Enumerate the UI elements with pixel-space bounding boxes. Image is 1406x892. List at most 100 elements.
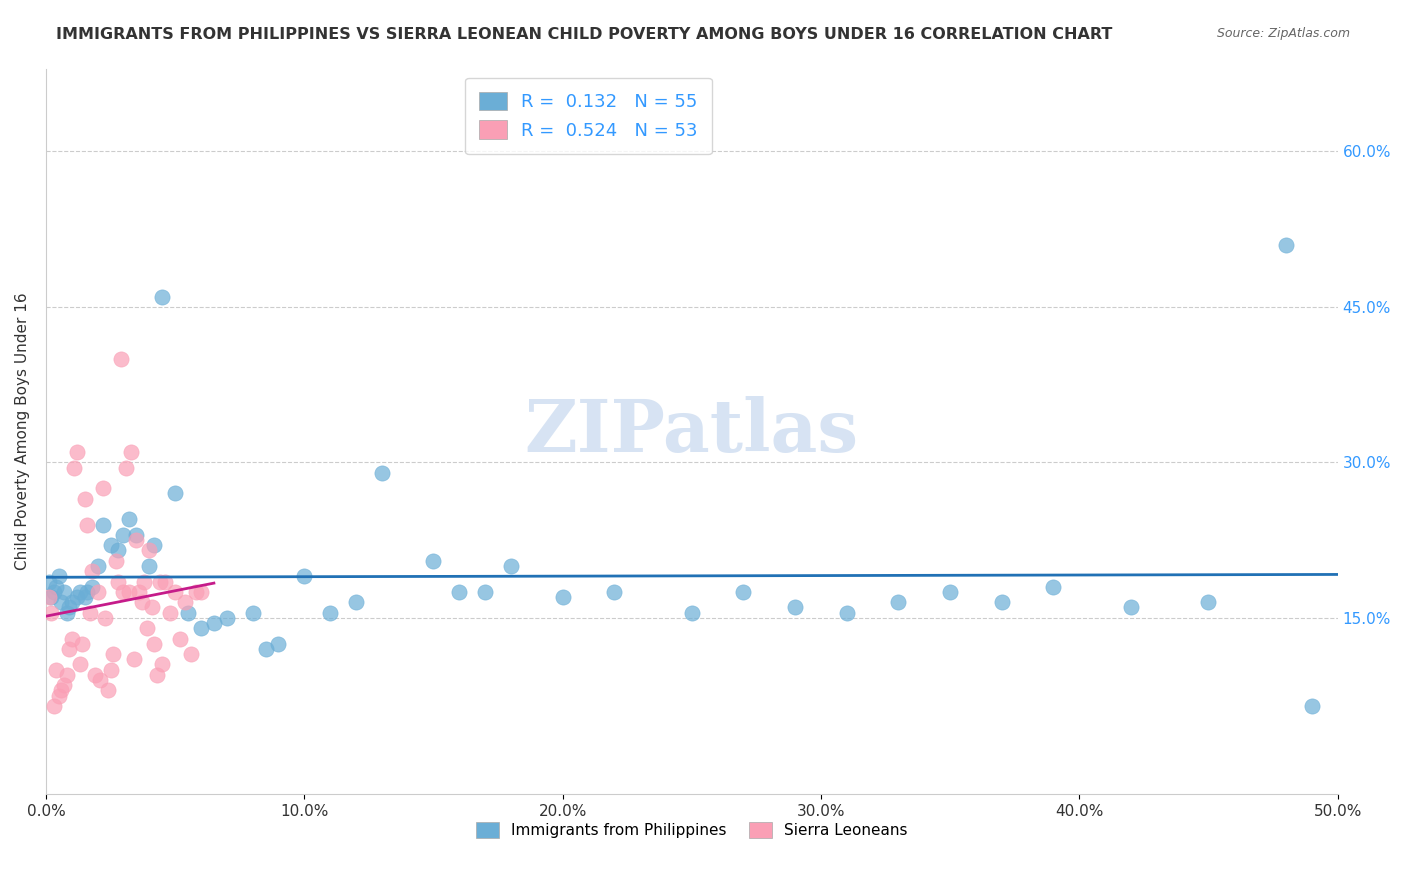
Point	[190, 585, 212, 599]
Point	[603, 585, 626, 599]
Point	[422, 554, 444, 568]
Point	[86, 559, 108, 574]
Point	[344, 595, 367, 609]
Point	[138, 543, 160, 558]
Point	[60, 595, 83, 609]
Point	[135, 621, 157, 635]
Point	[97, 683, 120, 698]
Point	[138, 559, 160, 574]
Text: Source: ZipAtlas.com: Source: ZipAtlas.com	[1216, 27, 1350, 40]
Point	[76, 517, 98, 532]
Point	[1042, 580, 1064, 594]
Point	[107, 574, 129, 589]
Point	[150, 657, 173, 672]
Point	[143, 538, 166, 552]
Point	[165, 585, 187, 599]
Point	[60, 632, 83, 646]
Point	[1119, 600, 1142, 615]
Legend: Immigrants from Philippines, Sierra Leoneans: Immigrants from Philippines, Sierra Leon…	[470, 816, 914, 845]
Text: IMMIGRANTS FROM PHILIPPINES VS SIERRA LEONEAN CHILD POVERTY AMONG BOYS UNDER 16 : IMMIGRANTS FROM PHILIPPINES VS SIERRA LE…	[56, 27, 1112, 42]
Point	[117, 585, 139, 599]
Point	[254, 641, 277, 656]
Point	[45, 663, 67, 677]
Point	[51, 683, 73, 698]
Point	[991, 595, 1014, 609]
Point	[86, 585, 108, 599]
Point	[104, 554, 127, 568]
Point	[53, 678, 76, 692]
Point	[117, 512, 139, 526]
Point	[107, 543, 129, 558]
Point	[110, 351, 132, 366]
Point	[267, 637, 290, 651]
Point	[449, 585, 471, 599]
Point	[48, 569, 70, 583]
Point	[887, 595, 910, 609]
Point	[66, 445, 89, 459]
Point	[120, 445, 142, 459]
Point	[159, 606, 181, 620]
Point	[69, 657, 91, 672]
Point	[55, 668, 77, 682]
Point	[143, 637, 166, 651]
Point	[174, 595, 197, 609]
Point	[551, 590, 574, 604]
Point	[76, 585, 98, 599]
Point	[112, 528, 135, 542]
Point	[42, 698, 65, 713]
Point	[42, 585, 65, 599]
Point	[733, 585, 755, 599]
Point	[115, 460, 138, 475]
Point	[939, 585, 962, 599]
Point	[91, 517, 114, 532]
Point	[169, 632, 191, 646]
Point	[73, 590, 96, 604]
Point	[242, 606, 264, 620]
Point	[91, 481, 114, 495]
Point	[48, 689, 70, 703]
Point	[84, 668, 107, 682]
Point	[70, 637, 93, 651]
Point	[100, 538, 122, 552]
Point	[190, 621, 212, 635]
Point	[153, 574, 176, 589]
Point	[82, 564, 104, 578]
Point	[100, 663, 122, 677]
Point	[112, 585, 135, 599]
Point	[79, 606, 101, 620]
Point	[63, 460, 86, 475]
Y-axis label: Child Poverty Among Boys Under 16: Child Poverty Among Boys Under 16	[15, 293, 30, 570]
Point	[94, 611, 117, 625]
Point	[39, 590, 62, 604]
Point	[101, 647, 124, 661]
Point	[180, 647, 202, 661]
Point	[66, 590, 89, 604]
Point	[184, 585, 207, 599]
Point	[55, 606, 77, 620]
Point	[150, 289, 173, 303]
Point	[215, 611, 238, 625]
Point	[38, 590, 60, 604]
Point	[134, 574, 156, 589]
Point	[69, 585, 91, 599]
Point	[1275, 237, 1298, 252]
Point	[681, 606, 703, 620]
Point	[128, 585, 150, 599]
Point	[73, 491, 96, 506]
Point	[125, 528, 148, 542]
Point	[53, 585, 76, 599]
Point	[202, 615, 225, 630]
Point	[371, 466, 394, 480]
Point	[51, 595, 73, 609]
Point	[39, 606, 62, 620]
Point	[82, 580, 104, 594]
Point	[499, 559, 522, 574]
Point	[177, 606, 200, 620]
Text: ZIPatlas: ZIPatlas	[524, 396, 859, 467]
Point	[122, 652, 145, 666]
Point	[165, 486, 187, 500]
Point	[1301, 698, 1323, 713]
Point	[785, 600, 807, 615]
Point	[89, 673, 111, 687]
Point	[835, 606, 858, 620]
